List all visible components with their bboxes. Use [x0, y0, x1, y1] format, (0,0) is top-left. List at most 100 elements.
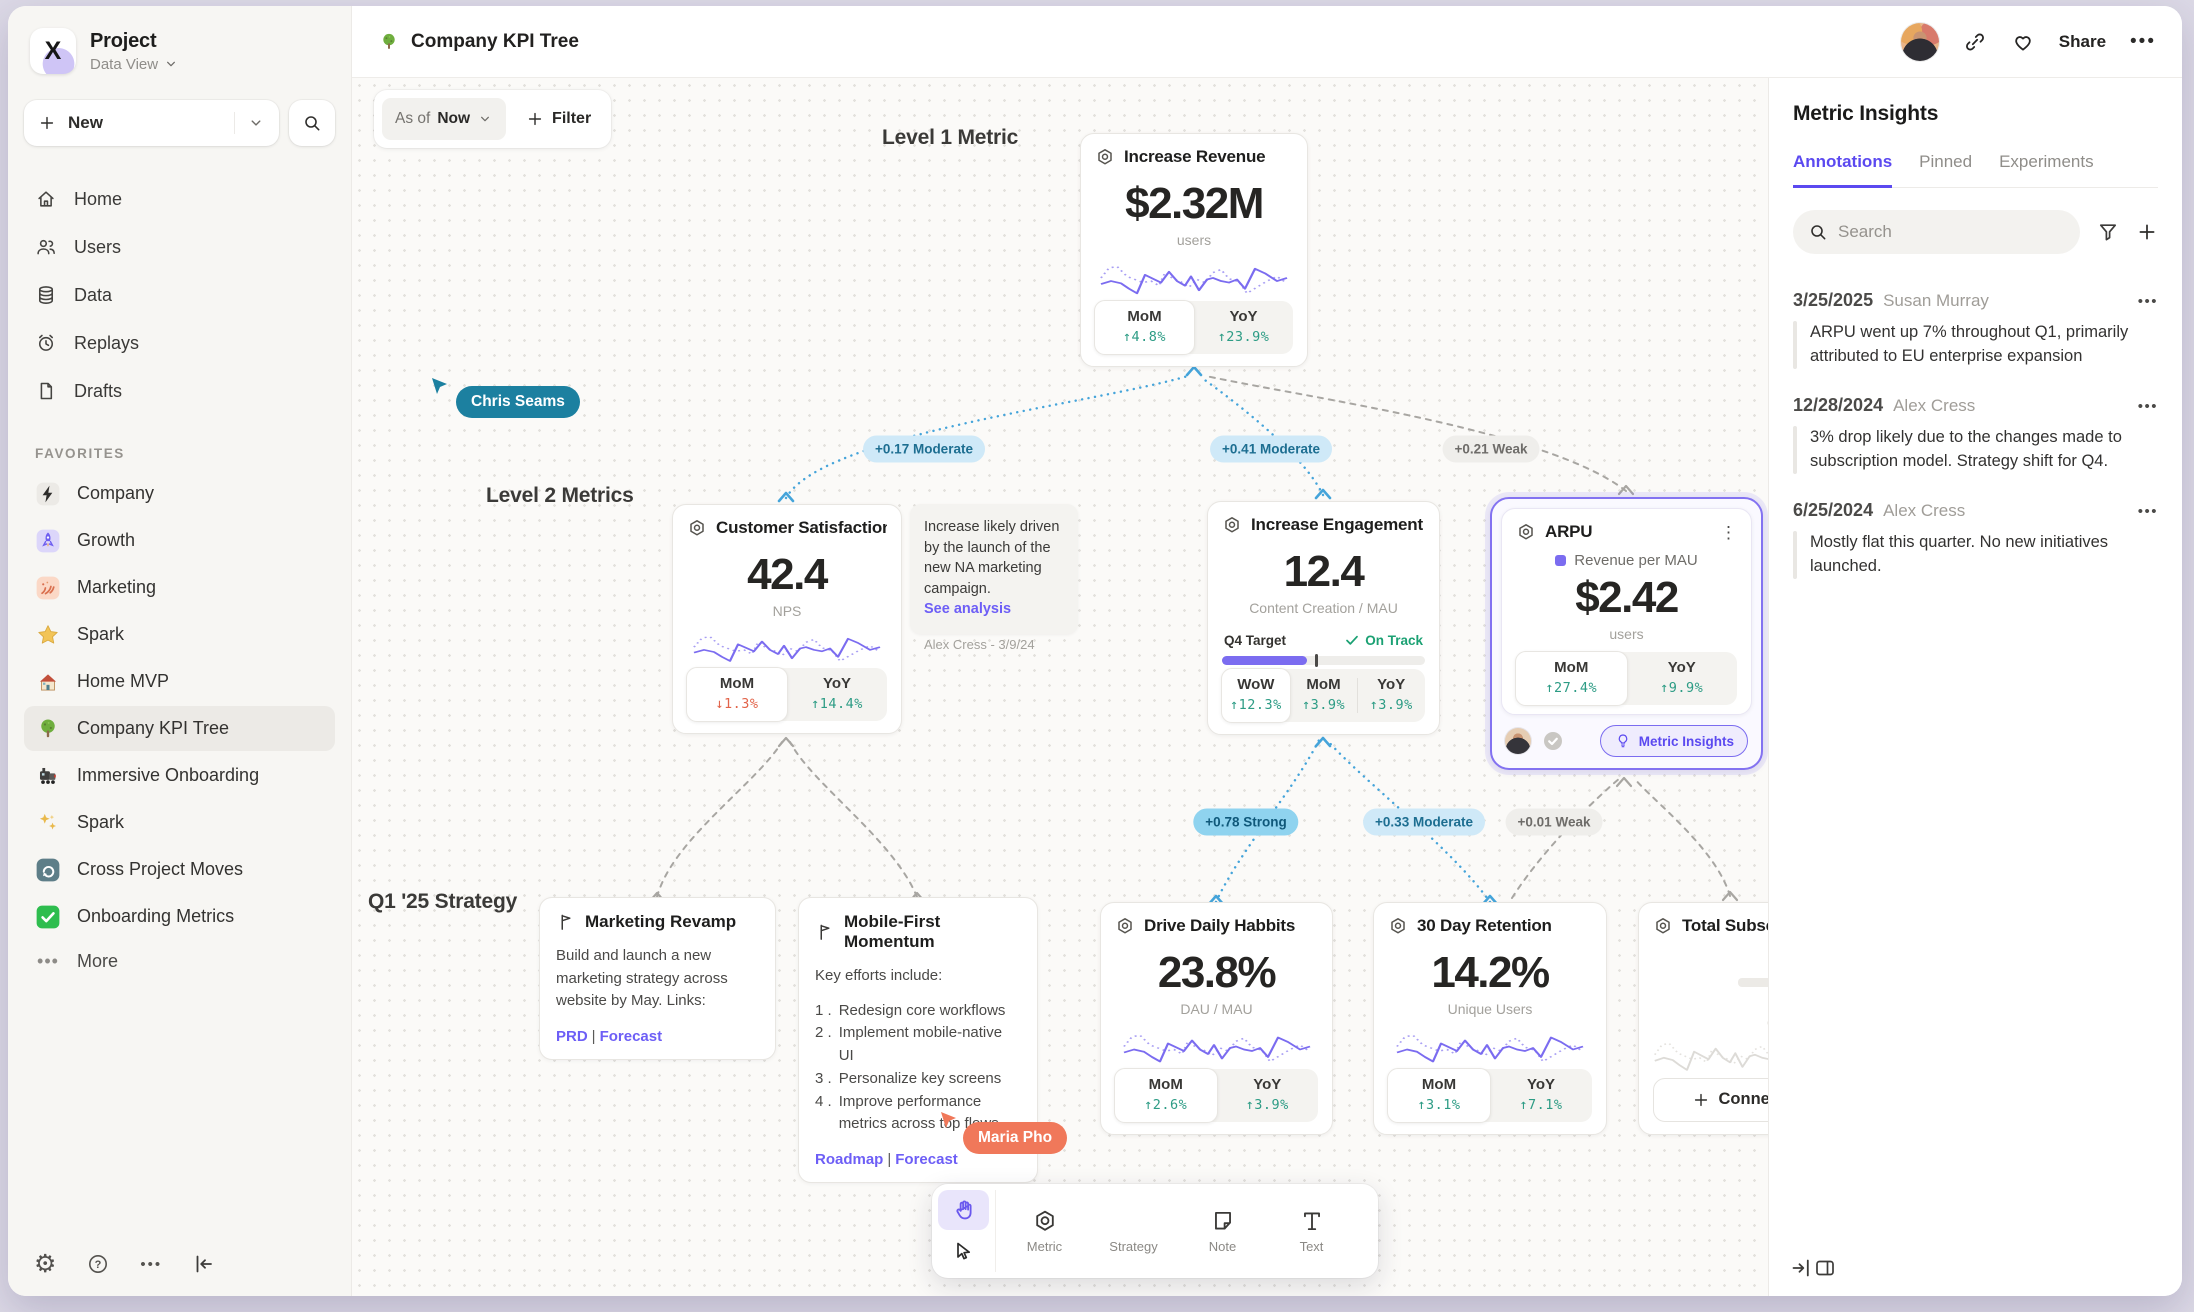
workspace-logo: X: [30, 28, 76, 74]
select-tool-icon: [952, 1240, 976, 1264]
kebab-menu-icon[interactable]: ⋮: [1720, 522, 1737, 542]
data-icon: [35, 284, 57, 306]
strategy-card-title: Mobile-First Momentum: [844, 912, 941, 951]
sidebar-item-users[interactable]: Users: [24, 224, 335, 270]
strategy-card-marketing-revamp[interactable]: Marketing Revamp Build and launch a new …: [539, 897, 776, 1060]
filter-button[interactable]: Filter: [514, 110, 603, 128]
metric-card-title: Drive Daily Habbits: [1144, 916, 1296, 935]
target-status: On Track: [1344, 632, 1423, 648]
user-avatar[interactable]: [1900, 22, 1939, 61]
strategy-body: Build and launch a new marketing strateg…: [556, 947, 728, 1009]
correlation-label: +0.78 Strong: [1193, 808, 1299, 836]
link-forecast[interactable]: Forecast: [895, 1151, 958, 1169]
annotation-item[interactable]: 6/25/2024 Alex Cress ••• Mostly flat thi…: [1793, 500, 2158, 579]
sidebar-item-drafts[interactable]: Drafts: [24, 368, 335, 414]
link-forecast[interactable]: Forecast: [599, 1027, 663, 1045]
metric-insights-badge[interactable]: Metric Insights: [1599, 725, 1748, 757]
annotation-item[interactable]: 12/28/2024 Alex Cress ••• 3% drop likely…: [1793, 395, 2158, 474]
annotation-menu-icon[interactable]: •••: [2137, 397, 2158, 415]
favorite-item-marketing[interactable]: Marketing: [24, 565, 335, 610]
tool-metric-button[interactable]: Metric: [1000, 1190, 1089, 1272]
annotation-menu-icon[interactable]: •••: [2137, 502, 2158, 520]
favorite-item-cross-project-moves[interactable]: Cross Project Moves: [24, 847, 335, 892]
favorite-item-company-kpi-tree[interactable]: Company KPI Tree: [24, 706, 335, 751]
annotation-text: Mostly flat this quarter. No new initiat…: [1810, 532, 2109, 575]
new-button-label: New: [68, 113, 103, 132]
stat-row: MoM ↑4.8% YoY ↑23.9%: [1094, 300, 1293, 355]
connect-data-button[interactable]: Connect: [1653, 1077, 1768, 1122]
metric-card-arpu[interactable]: ARPU ⋮ Revenue per MAU $2.42 users MoM ↑27.…: [1490, 497, 1763, 770]
see-analysis-link[interactable]: See analysis: [924, 601, 1012, 618]
hand-tool-button[interactable]: [938, 1190, 989, 1230]
tab-experiments[interactable]: Experiments: [1999, 152, 2094, 171]
sparkline-chart: [1654, 1042, 1768, 1071]
settings-gear-icon[interactable]: ⚙: [34, 1250, 57, 1278]
link-prd[interactable]: PRD: [556, 1027, 588, 1045]
target-label: Q4 Target: [1224, 632, 1287, 648]
tab-annotations[interactable]: Annotations: [1793, 152, 1893, 188]
link-roadmap[interactable]: Roadmap: [815, 1151, 884, 1169]
sidebar-item-label: Home: [74, 188, 123, 209]
favorite-item-spark[interactable]: Spark: [24, 800, 335, 845]
stat-row: MoM ↑3.1% YoY ↑7.1%: [1387, 1068, 1592, 1123]
verified-badge-icon: [1541, 729, 1565, 753]
favorites-heading: FAVORITES: [35, 446, 125, 461]
metric-card-drive-daily-habbits[interactable]: Drive Daily Habbits 23.8% DAU / MAU MoM ↑…: [1100, 902, 1333, 1135]
sidebar-search-button[interactable]: [289, 100, 335, 146]
metric-card-increase-engagement[interactable]: Increase Engagement 12.4 Content Creation…: [1207, 501, 1440, 735]
metric-card-customer-satisfaction[interactable]: Customer Satisfaction 42.4 NPS MoM ↓1.3% …: [672, 504, 902, 734]
hand-tool-icon: [951, 1197, 977, 1223]
sidebar-item-home[interactable]: Home: [24, 176, 335, 222]
tool-strategy-button[interactable]: Strategy: [1089, 1190, 1178, 1272]
favorite-item-growth[interactable]: Growth: [24, 518, 335, 563]
stat-mom: MoM ↑3.1%: [1387, 1068, 1491, 1123]
filter-funnel-icon: [2096, 220, 2120, 244]
metric-value: 12.4: [1283, 547, 1365, 596]
annotation-item[interactable]: 3/25/2025 Susan Murray ••• ARPU went up …: [1793, 290, 2158, 369]
level3-label: Q1 '25 Strategy: [368, 890, 518, 913]
sidebar-item-more[interactable]: ••• More: [24, 939, 335, 984]
tool-text-button[interactable]: Text: [1267, 1190, 1356, 1272]
sidebar-item-replays[interactable]: Replays: [24, 320, 335, 366]
svg-text:?: ?: [95, 1259, 102, 1271]
project-view-select[interactable]: Data View: [90, 56, 179, 73]
owner-avatar[interactable]: [1505, 728, 1531, 754]
new-button[interactable]: New: [24, 100, 279, 146]
stat-wow: WoW ↑12.3%: [1221, 668, 1291, 723]
metric-card-increase-revenue[interactable]: Increase Revenue $2.32M users MoM ↑4.8% Y…: [1080, 133, 1308, 367]
tab-pinned[interactable]: Pinned: [1919, 152, 1973, 171]
as-of-select[interactable]: As of Now: [382, 98, 507, 140]
favorite-item-home-mvp[interactable]: Home MVP: [24, 659, 335, 704]
star-icon: [35, 622, 61, 648]
stat-yoy: YoY ↑14.4%: [787, 668, 887, 721]
share-button[interactable]: Share: [2058, 31, 2107, 51]
favorite-item-company[interactable]: Company: [24, 471, 335, 516]
annotation-menu-icon[interactable]: •••: [2137, 293, 2158, 310]
project-switcher[interactable]: X Project Data View: [24, 28, 335, 74]
favorite-item-immersive-onboarding[interactable]: Immersive Onboarding: [24, 753, 335, 798]
level2-label: Level 2 Metrics: [486, 484, 634, 507]
favorite-item-spark[interactable]: Spark: [24, 612, 335, 657]
sidebar-item-data[interactable]: Data: [24, 272, 335, 318]
favorite-item-label: Home MVP: [77, 671, 170, 691]
tool-label: Text: [1299, 1239, 1324, 1254]
metric-card-total-subscriptions[interactable]: Total Subscriptions Connect: [1638, 902, 1768, 1135]
topbar-more-icon[interactable]: •••: [2130, 30, 2156, 52]
favorite-item-onboarding-metrics[interactable]: Onboarding Metrics: [24, 894, 335, 939]
tree-icon: [35, 716, 61, 742]
canvas-filterbar: As of Now Filter: [374, 90, 612, 148]
sidebar-footer-more-icon[interactable]: •••: [140, 1255, 163, 1273]
replays-icon: [35, 332, 57, 354]
select-tool-button[interactable]: [938, 1232, 989, 1272]
correlation-label: +0.01 Weak: [1505, 808, 1603, 836]
strategy-card-mobile-first-momentum[interactable]: Mobile-First Momentum Key efforts includ…: [798, 897, 1038, 1184]
kpi-canvas[interactable]: As of Now Filter Level 1 Metric Level 2 …: [352, 78, 1768, 1296]
drafts-icon: [35, 380, 57, 402]
tool-note-button[interactable]: Note: [1178, 1190, 1267, 1272]
annotation-note-card[interactable]: Increase likely driven by the launch of …: [910, 504, 1078, 652]
metric-icon: [1032, 1208, 1058, 1234]
annotations-search-input[interactable]: Search: [1793, 210, 2080, 254]
favorite-item-label: Onboarding Metrics: [77, 906, 235, 926]
metric-card-thirty-day-retention[interactable]: 30 Day Retention 14.2% Unique Users MoM ↑…: [1373, 902, 1607, 1135]
favorite-item-label: Growth: [77, 530, 136, 550]
